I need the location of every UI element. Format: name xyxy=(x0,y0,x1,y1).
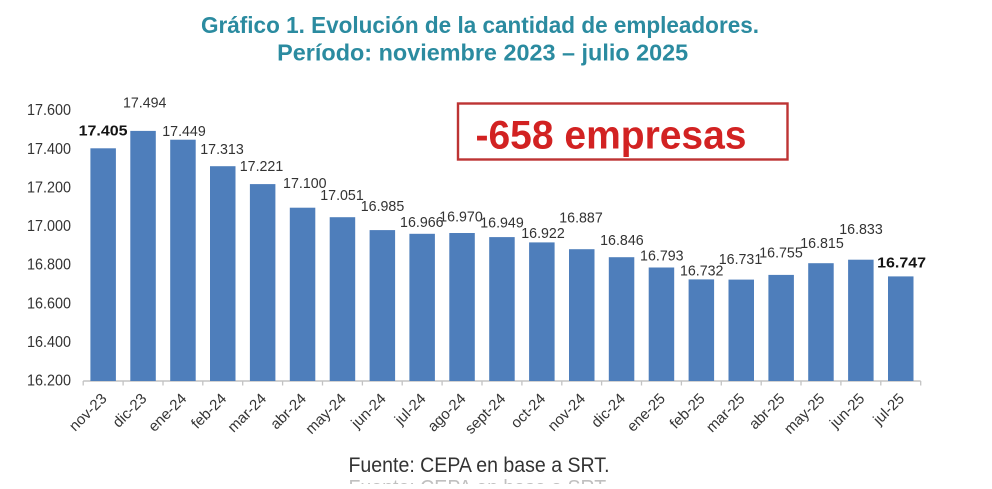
svg-text:16.815: 16.815 xyxy=(800,235,844,252)
svg-text:17.000: 17.000 xyxy=(27,218,71,235)
svg-text:16.970: 16.970 xyxy=(439,209,483,226)
svg-text:16.400: 16.400 xyxy=(27,334,71,351)
svg-text:17.405: 17.405 xyxy=(79,123,128,140)
svg-text:17.221: 17.221 xyxy=(240,158,284,175)
svg-text:17.449: 17.449 xyxy=(162,123,206,140)
svg-text:17.200: 17.200 xyxy=(27,180,71,197)
svg-text:17.400: 17.400 xyxy=(27,141,71,158)
svg-text:16.747: 16.747 xyxy=(877,254,926,271)
svg-text:16.985: 16.985 xyxy=(361,198,405,215)
svg-text:16.600: 16.600 xyxy=(27,295,71,312)
svg-text:16.833: 16.833 xyxy=(839,221,883,238)
svg-text:17.051: 17.051 xyxy=(320,187,364,204)
svg-text:17.313: 17.313 xyxy=(200,141,244,158)
svg-text:16.966: 16.966 xyxy=(400,214,444,231)
svg-text:16.846: 16.846 xyxy=(600,232,644,249)
svg-text:16.793: 16.793 xyxy=(640,247,684,264)
svg-text:16.949: 16.949 xyxy=(480,215,524,232)
svg-text:16.800: 16.800 xyxy=(27,257,71,274)
svg-text:Fuente: CEPA en base a SRT.: Fuente: CEPA en base a SRT. xyxy=(349,477,610,485)
svg-text:16.887: 16.887 xyxy=(559,210,603,227)
svg-text:16.731: 16.731 xyxy=(719,251,763,268)
svg-text:Fuente: CEPA en base a SRT.: Fuente: CEPA en base a SRT. xyxy=(349,454,610,477)
svg-text:-658 empresas: -658 empresas xyxy=(476,113,747,157)
svg-text:16.732: 16.732 xyxy=(680,263,724,280)
svg-text:Período: noviembre 2023 – juli: Período: noviembre 2023 – julio 2025 xyxy=(277,40,688,66)
svg-text:Gráfico 1. Evolución de la can: Gráfico 1. Evolución de la cantidad de e… xyxy=(201,12,759,38)
svg-text:16.922: 16.922 xyxy=(521,225,565,242)
svg-text:16.200: 16.200 xyxy=(27,373,71,390)
svg-text:17.494: 17.494 xyxy=(123,95,167,112)
svg-text:17.100: 17.100 xyxy=(283,175,327,192)
svg-text:16.755: 16.755 xyxy=(759,245,803,262)
svg-text:17.600: 17.600 xyxy=(27,102,71,119)
